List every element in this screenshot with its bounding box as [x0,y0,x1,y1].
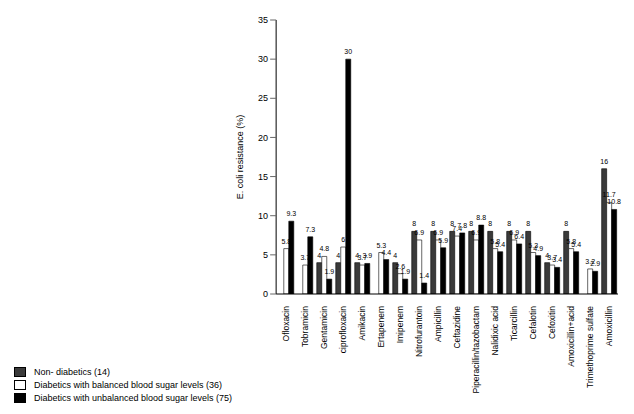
svg-text:4: 4 [317,252,321,259]
svg-text:3.9: 3.9 [362,252,372,259]
svg-text:Piperacillin/tazobactam: Piperacillin/tazobactam [471,306,481,393]
svg-text:8: 8 [507,220,511,227]
html-text:Diabetics with balanced blood: Diabetics with balanced blood sugar leve… [34,380,223,390]
svg-text:Ceftazidine: Ceftazidine [452,306,462,349]
svg-text:Cefalotin: Cefalotin [528,306,538,340]
svg-text:6.9: 6.9 [471,229,481,236]
svg-text:ciprofloxacin: ciprofloxacin [338,306,348,354]
svg-text:20: 20 [258,133,268,143]
svg-text:5.9: 5.9 [438,237,448,244]
svg-text:Nalidixic acid: Nalidixic acid [490,306,500,356]
svg-text:4: 4 [336,252,340,259]
html-text:Non- diabetics (14): Non- diabetics (14) [34,367,110,377]
svg-text:7.8: 7.8 [457,222,467,229]
svg-text:5.8: 5.8 [281,238,291,245]
svg-text:4.4: 4.4 [381,249,391,256]
svg-text:0: 0 [263,289,268,299]
svg-text:35: 35 [258,15,268,25]
svg-text:5.4: 5.4 [495,241,505,248]
svg-text:Nitrofurantoin: Nitrofurantoin [414,306,424,357]
svg-text:3.4: 3.4 [552,256,562,263]
svg-text:8: 8 [488,220,492,227]
svg-text:3.7: 3.7 [300,254,310,261]
svg-text:2.6: 2.6 [395,262,406,270]
svg-text:30: 30 [258,54,268,64]
svg-text:6.4: 6.4 [514,233,524,240]
svg-text:5.4: 5.4 [571,241,581,248]
svg-text:8: 8 [526,220,530,227]
svg-text:Tobramicin: Tobramicin [300,306,310,347]
svg-text:8: 8 [431,220,435,227]
svg-text:30: 30 [344,48,352,55]
svg-text:6.9: 6.9 [414,229,424,236]
svg-text:Amoxicillin+acid: Amoxicillin+acid [566,306,576,367]
svg-text:2.9: 2.9 [590,260,600,267]
svg-text:1.4: 1.4 [419,272,429,279]
svg-text:Imipenem: Imipenem [395,306,405,343]
svg-text:8: 8 [412,220,416,227]
html-text:Diabetics with unbalanced bloo: Diabetics with unbalanced blood sugar le… [34,393,233,403]
svg-text:5: 5 [263,250,268,260]
svg-text:8: 8 [450,220,455,228]
svg-text:5.3: 5.3 [376,242,386,249]
svg-text:4.8: 4.8 [319,245,329,252]
svg-text:4: 4 [393,252,397,259]
svg-text:1.9: 1.9 [400,268,410,275]
svg-text:10: 10 [258,211,268,221]
svg-text:Cefoxitin: Cefoxitin [547,306,557,339]
svg-text:16: 16 [600,158,608,165]
svg-text:Amoxicillin: Amoxicillin [604,306,614,346]
svg-text:10.8: 10.8 [607,198,621,205]
svg-text:Ofloxacin: Ofloxacin [281,306,291,342]
svg-text:7.3: 7.3 [305,226,315,233]
svg-text:25: 25 [258,93,268,103]
svg-text:8: 8 [564,220,568,227]
svg-text:4.9: 4.9 [533,245,543,252]
svg-text:6.9: 6.9 [433,229,443,236]
svg-text:1.9: 1.9 [324,268,334,275]
svg-text:Trimethoprime sulfate: Trimethoprime sulfate [585,306,595,388]
svg-text:11.7: 11.7 [603,191,616,198]
svg-text:E. coli resistance (%): E. coli resistance (%) [235,115,245,200]
svg-text:Ticarcillin: Ticarcillin [509,306,519,341]
svg-text:Ertapenem: Ertapenem [376,306,386,348]
svg-text:Amikacin: Amikacin [357,306,367,341]
svg-text:6: 6 [341,236,345,243]
svg-text:15: 15 [258,172,268,182]
svg-text:Gentamicin: Gentamicin [319,306,329,349]
svg-text:Ampicillin: Ampicillin [433,306,443,342]
svg-text:8.8: 8.8 [476,214,486,221]
svg-text:8: 8 [469,220,473,227]
svg-text:9.3: 9.3 [286,210,296,217]
